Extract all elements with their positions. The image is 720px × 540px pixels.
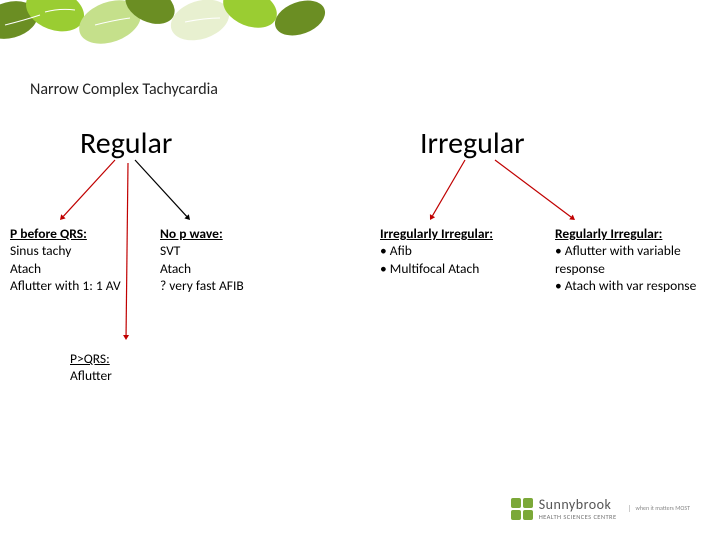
block-header: Irregularly Irregular: — [380, 225, 545, 242]
block-header: P before QRS: — [10, 225, 160, 242]
logo-mark-icon — [511, 498, 533, 520]
block-irregularly-irregular: Irregularly Irregular: • Afib • Multifoc… — [380, 225, 545, 277]
heading-irregular: Irregular — [420, 125, 525, 162]
block-line: • Aflutter with variable response — [555, 242, 715, 277]
logo-name: Sunnybrook — [539, 498, 617, 512]
heading-regular: Regular — [80, 125, 172, 162]
block-regularly-irregular: Regularly Irregular: • Aflutter with var… — [555, 225, 715, 294]
block-line: SVT — [160, 242, 290, 259]
block-p-before-qrs: P before QRS: Sinus tachy Atach Aflutter… — [10, 225, 160, 294]
block-no-p-wave: No p wave: SVT Atach ? very fast AFIB — [160, 225, 290, 294]
block-line: Sinus tachy — [10, 242, 160, 259]
block-line: ? very fast AFIB — [160, 277, 290, 294]
block-line: Aflutter — [70, 367, 112, 384]
block-header: Regularly Irregular: — [555, 225, 715, 242]
block-p-gt-qrs: P>QRS: Aflutter — [70, 350, 112, 385]
block-line: Atach — [160, 260, 290, 277]
block-line: • Atach with var response — [555, 277, 715, 294]
block-header: No p wave: — [160, 225, 290, 242]
block-line: • Afib — [380, 242, 545, 259]
block-line: Aflutter with 1: 1 AV — [10, 277, 160, 294]
brand-logo: Sunnybrook HEALTH SCIENCES CENTRE when i… — [511, 498, 690, 521]
block-line: • Multifocal Atach — [380, 260, 545, 277]
leaf-decoration — [0, 0, 350, 70]
logo-tagline: when it matters MOST — [629, 505, 690, 512]
slide-title: Narrow Complex Tachycardia — [30, 80, 218, 99]
block-line: Atach — [10, 260, 160, 277]
logo-subtitle: HEALTH SCIENCES CENTRE — [539, 514, 617, 521]
block-header: P>QRS: — [70, 350, 110, 367]
